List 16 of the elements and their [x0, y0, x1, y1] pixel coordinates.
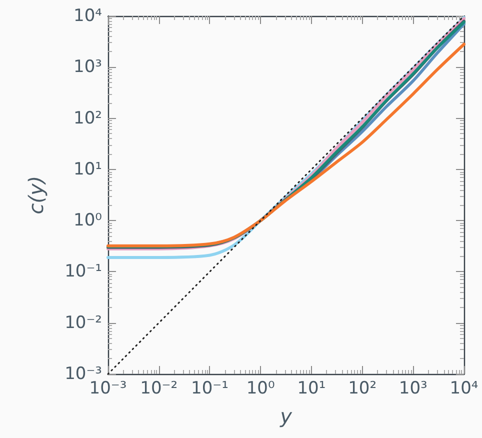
y-tick-label: 10⁰ — [74, 210, 102, 231]
x-tick-label: 10⁻² — [140, 378, 178, 398]
x-tick-label: 10¹ — [297, 378, 326, 398]
y-tick-label: 10³ — [74, 57, 102, 78]
y-tick-label: 10¹ — [74, 159, 102, 180]
x-tick-label: 10⁻¹ — [191, 378, 228, 398]
y-tick-label: 10² — [74, 108, 102, 128]
y-tick-label: 10⁴ — [74, 6, 102, 26]
x-tick-label: 10⁴ — [450, 378, 478, 398]
x-tick-label: 10² — [348, 378, 377, 398]
y-tick-label: 10⁻¹ — [64, 262, 102, 282]
y-tick-label: 10⁻² — [64, 312, 102, 333]
x-tick-label: 10⁰ — [246, 378, 275, 398]
x-tick-label: 10³ — [398, 378, 428, 398]
y-axis-title: c(y) — [24, 176, 48, 214]
x-axis-title: y — [279, 404, 294, 428]
